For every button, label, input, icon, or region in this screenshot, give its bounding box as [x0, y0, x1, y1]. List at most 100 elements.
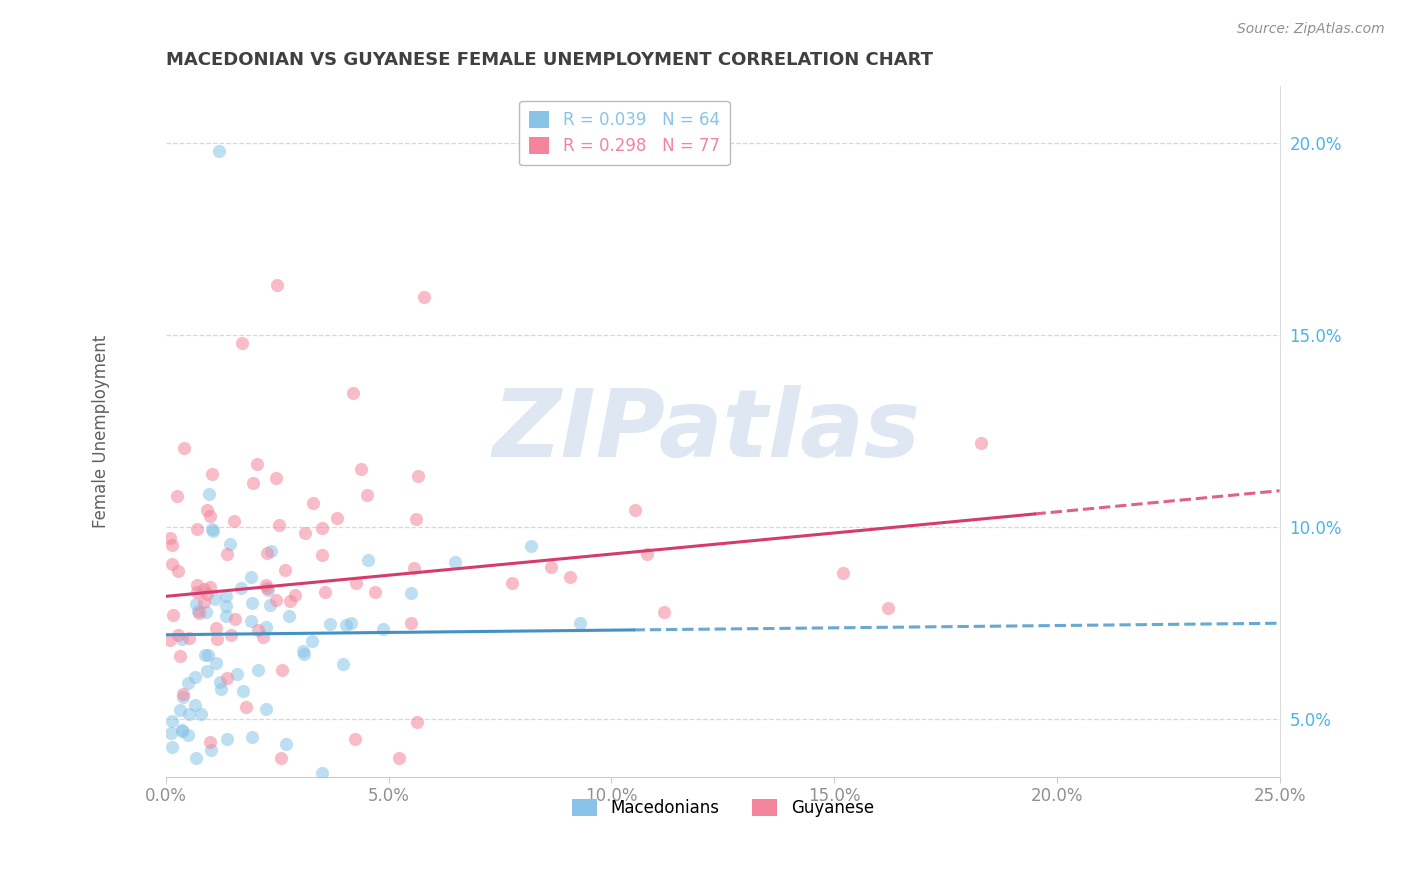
Point — [173, 441, 195, 455]
Point — [558, 569, 581, 583]
Point — [172, 690, 194, 704]
Point — [332, 657, 354, 671]
Point — [195, 503, 218, 517]
Point — [217, 731, 239, 746]
Point — [177, 675, 200, 690]
Point — [540, 560, 562, 574]
Point — [162, 557, 184, 571]
Point — [200, 743, 222, 757]
Point — [184, 670, 207, 684]
Point — [406, 468, 429, 483]
Point — [201, 467, 224, 482]
Point — [270, 663, 292, 677]
Point — [162, 714, 184, 728]
Point — [202, 524, 225, 539]
Point — [208, 144, 231, 158]
Point — [193, 582, 215, 597]
Point — [311, 521, 333, 535]
Point — [246, 623, 269, 637]
Point — [371, 623, 394, 637]
Text: ZIPatlas: ZIPatlas — [492, 385, 920, 477]
Point — [404, 560, 426, 574]
Point — [301, 634, 323, 648]
Point — [217, 672, 239, 686]
Point — [187, 604, 209, 618]
Point — [388, 750, 411, 764]
Text: MACEDONIAN VS GUYANESE FEMALE UNEMPLOYMENT CORRELATION CHART: MACEDONIAN VS GUYANESE FEMALE UNEMPLOYME… — [166, 51, 934, 69]
Point — [350, 462, 373, 476]
Point — [177, 728, 200, 742]
Point — [166, 489, 188, 503]
Point — [266, 471, 288, 485]
Point — [301, 496, 323, 510]
Point — [259, 598, 281, 612]
Point — [177, 631, 200, 645]
Point — [232, 684, 254, 698]
Point — [193, 595, 215, 609]
Point — [520, 540, 543, 554]
Point — [170, 723, 193, 737]
Point — [319, 617, 342, 632]
Point — [184, 698, 207, 712]
Point — [240, 615, 263, 629]
Point — [970, 435, 993, 450]
Point — [208, 674, 231, 689]
Point — [569, 616, 592, 631]
Point — [267, 517, 290, 532]
Point — [260, 544, 283, 558]
Point — [198, 580, 221, 594]
Point — [188, 606, 211, 620]
Point — [239, 570, 262, 584]
Point — [247, 663, 270, 677]
Point — [242, 475, 264, 490]
Point — [207, 632, 229, 647]
Point — [169, 649, 191, 664]
Point — [276, 737, 298, 751]
Point — [326, 511, 349, 525]
Point — [399, 615, 422, 630]
Legend: Macedonians, Guyanese: Macedonians, Guyanese — [565, 792, 880, 824]
Point — [204, 592, 226, 607]
Point — [198, 487, 221, 501]
Point — [339, 615, 361, 630]
Point — [291, 644, 314, 658]
Point — [364, 585, 387, 599]
Point — [205, 621, 228, 635]
Point — [229, 582, 252, 596]
Point — [277, 609, 299, 624]
Point — [240, 596, 263, 610]
Point — [314, 585, 336, 599]
Point — [226, 666, 249, 681]
Text: Source: ZipAtlas.com: Source: ZipAtlas.com — [1237, 22, 1385, 37]
Point — [166, 628, 188, 642]
Point — [501, 575, 523, 590]
Point — [172, 632, 194, 647]
Point — [624, 502, 647, 516]
Point — [167, 564, 190, 578]
Point — [200, 734, 222, 748]
Point — [266, 278, 288, 293]
Point — [222, 514, 245, 528]
Point — [240, 730, 263, 744]
Point — [215, 589, 238, 603]
Point — [159, 531, 181, 545]
Point — [172, 687, 194, 701]
Point — [190, 706, 212, 721]
Point — [264, 593, 287, 607]
Point — [876, 600, 898, 615]
Point — [186, 522, 208, 536]
Point — [335, 618, 357, 632]
Point — [270, 750, 292, 764]
Point — [224, 612, 246, 626]
Point — [399, 585, 422, 599]
Point — [292, 647, 315, 661]
Point — [172, 724, 194, 739]
Point — [195, 664, 218, 678]
Point — [221, 627, 243, 641]
Point — [257, 582, 280, 597]
Point — [356, 488, 378, 502]
Point — [215, 547, 238, 561]
Point — [278, 594, 301, 608]
Point — [179, 707, 201, 722]
Point — [406, 714, 429, 729]
